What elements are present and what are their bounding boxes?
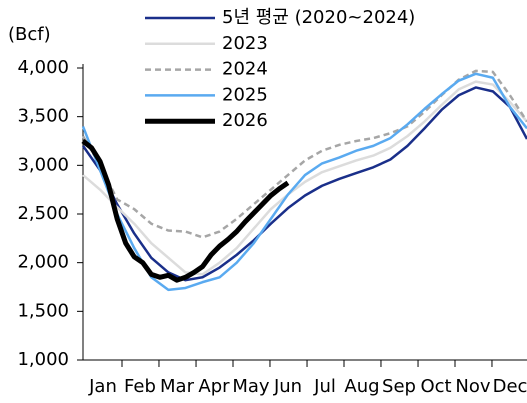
x-tick-label: Aug: [344, 376, 379, 397]
legend-label: 2025: [222, 84, 268, 105]
unit-label: (Bcf): [8, 24, 51, 45]
x-tick-label: May: [232, 376, 270, 397]
legend-label: 2024: [222, 59, 268, 80]
x-tick-label: Feb: [124, 376, 156, 397]
legend-label: 2023: [222, 33, 268, 54]
series-line: [82, 80, 527, 276]
y-tick-label: 3,500: [17, 106, 69, 127]
series-line: [81, 72, 527, 292]
x-tick-label: Sep: [382, 376, 416, 397]
x-tick-label: Mar: [160, 376, 195, 397]
y-tick-label: 1,000: [17, 349, 69, 370]
y-tick-label: 1,500: [17, 300, 69, 321]
y-tick-label: 4,000: [17, 57, 69, 78]
y-tick-label: 2,500: [17, 203, 69, 224]
x-tick-label: Jul: [313, 376, 336, 397]
legend-label: 5년 평균 (2020~2024): [222, 7, 415, 28]
series-line: [81, 69, 527, 239]
x-tick-label: Apr: [198, 376, 230, 397]
y-tick-label: 2,000: [17, 252, 69, 273]
series-line: [81, 86, 527, 282]
x-tick-label: Jun: [273, 376, 302, 397]
x-tick-label: Oct: [420, 376, 451, 397]
x-tick-label: Jan: [88, 376, 117, 397]
x-tick-label: Dec: [493, 376, 527, 397]
series-line: [81, 139, 290, 283]
legend-label: 2026: [222, 110, 268, 131]
x-tick-label: Nov: [455, 376, 490, 397]
y-tick-label: 3,000: [17, 154, 69, 175]
